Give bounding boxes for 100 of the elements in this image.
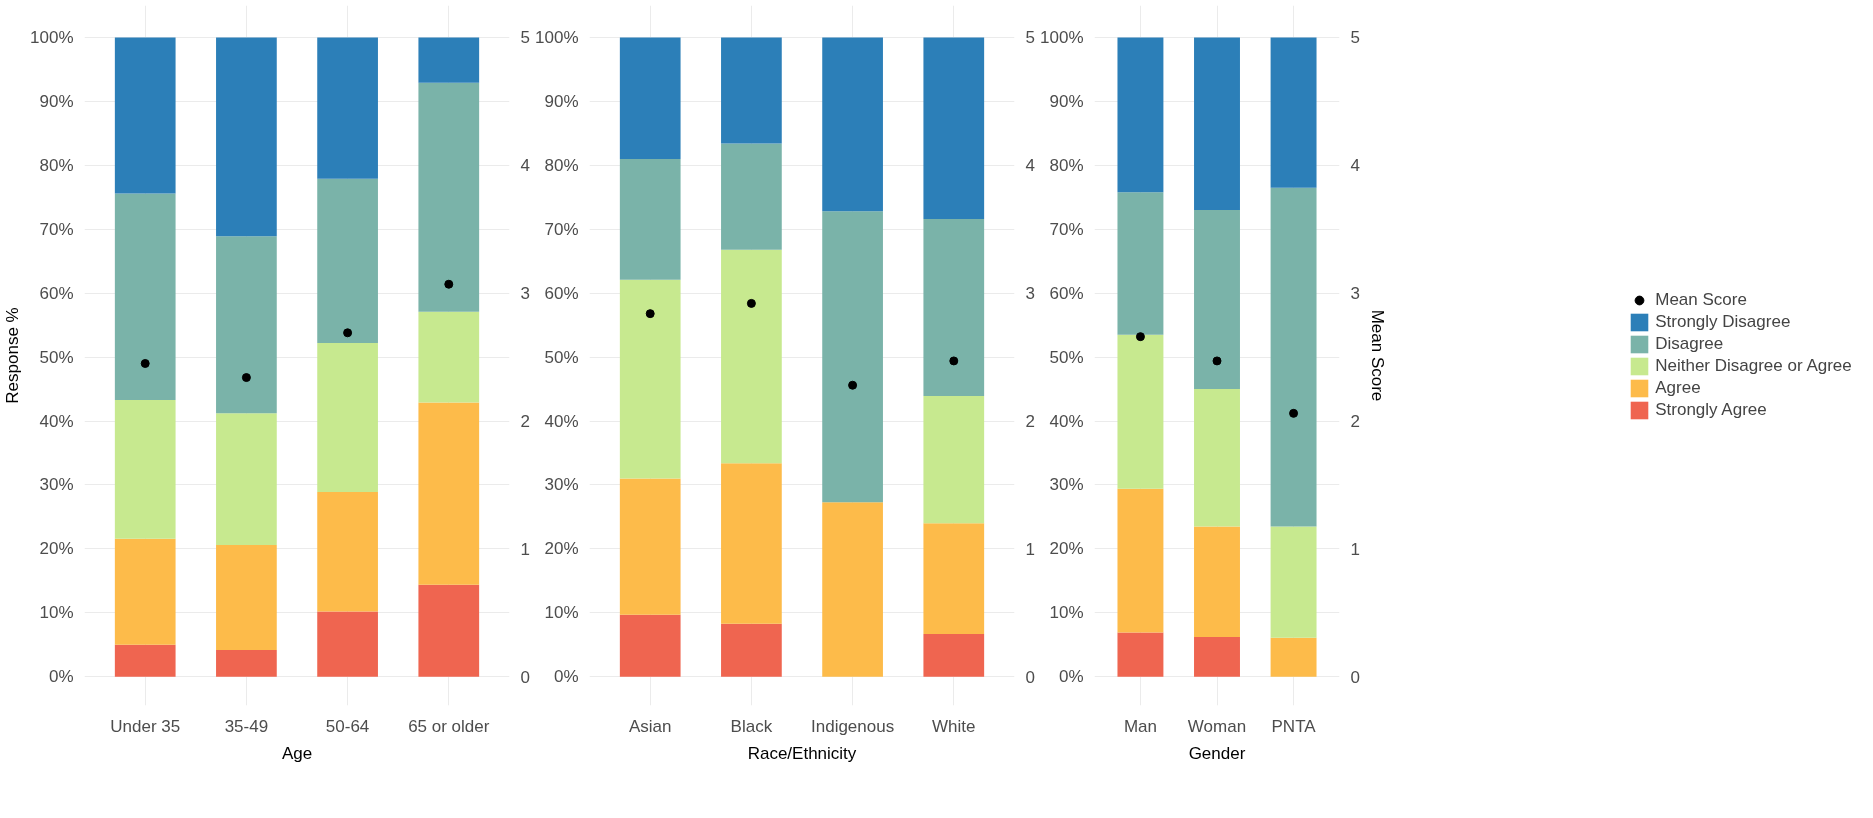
y-tick-label: 20% bbox=[39, 539, 74, 559]
y-tick-label: 50% bbox=[544, 347, 579, 367]
x-tick-label: PNTA bbox=[1271, 716, 1317, 736]
x-axis-title: Age bbox=[281, 743, 313, 763]
y2-tick-label: 4 bbox=[1025, 156, 1035, 176]
point bbox=[343, 328, 353, 338]
bar bbox=[1117, 488, 1164, 633]
y-tick-label: 30% bbox=[544, 475, 579, 495]
x-tick-label: White bbox=[932, 716, 976, 736]
bar bbox=[1194, 526, 1240, 638]
legend-label: Strongly Disagree bbox=[1655, 312, 1791, 332]
y-tick-label: 40% bbox=[544, 411, 579, 431]
y-tick-label: 100% bbox=[30, 27, 74, 47]
y-tick-label: 70% bbox=[544, 219, 579, 239]
legend-label: Mean Score bbox=[1655, 290, 1747, 310]
bar bbox=[317, 343, 378, 492]
bar bbox=[114, 399, 176, 539]
y-tick-label: 70% bbox=[39, 219, 74, 239]
bar bbox=[1194, 210, 1240, 390]
point bbox=[1212, 356, 1222, 366]
x-tick-label: 35-49 bbox=[224, 716, 269, 736]
y-tick-label: 70% bbox=[1049, 219, 1084, 239]
bar bbox=[216, 236, 277, 414]
y-tick-label: 100% bbox=[535, 27, 579, 47]
bar bbox=[216, 37, 277, 237]
legend-label: Strongly Agree bbox=[1655, 400, 1767, 420]
y-tick-label: 10% bbox=[39, 603, 74, 623]
y2-tick-label: 0 bbox=[520, 667, 530, 687]
y-tick-label: 60% bbox=[39, 283, 74, 303]
bar bbox=[1194, 637, 1240, 677]
y2-tick-label: 1 bbox=[520, 539, 530, 559]
point bbox=[1289, 408, 1299, 418]
y2-tick-label: 1 bbox=[1025, 539, 1035, 559]
y-tick-label: 10% bbox=[1049, 603, 1084, 623]
y2-tick-label: 0 bbox=[1350, 667, 1360, 687]
bar bbox=[1194, 389, 1240, 527]
x-tick-label: Black bbox=[730, 716, 773, 736]
point bbox=[848, 380, 858, 390]
x-axis-title: Gender bbox=[1188, 743, 1246, 763]
x-tick-label: Woman bbox=[1187, 716, 1247, 736]
y2-tick-label: 5 bbox=[520, 28, 530, 48]
x-axis-title: Race/Ethnicity bbox=[747, 743, 857, 763]
point bbox=[1135, 332, 1145, 342]
bar bbox=[1117, 632, 1164, 677]
y-tick-label: 40% bbox=[39, 411, 74, 431]
y2-axis-title: Mean Score bbox=[1367, 309, 1387, 402]
bar bbox=[1194, 37, 1240, 211]
bar bbox=[1270, 637, 1317, 677]
bar bbox=[216, 545, 277, 650]
legend-label: Neither Disagree or Agree bbox=[1655, 356, 1852, 376]
bar bbox=[721, 37, 782, 144]
bar bbox=[114, 193, 176, 400]
y2-tick-label: 3 bbox=[1350, 284, 1360, 304]
y-tick-label: 10% bbox=[544, 603, 579, 623]
point bbox=[949, 356, 959, 366]
y-tick-label: 80% bbox=[39, 155, 74, 175]
bar bbox=[923, 37, 985, 220]
x-tick-label: Man bbox=[1123, 716, 1157, 736]
bar bbox=[317, 37, 378, 179]
bar bbox=[317, 611, 378, 677]
bar bbox=[1270, 187, 1317, 527]
x-tick-label: Under 35 bbox=[110, 716, 181, 736]
y2-tick-label: 0 bbox=[1025, 667, 1035, 687]
y2-tick-label: 3 bbox=[1025, 284, 1035, 304]
bar bbox=[923, 396, 985, 524]
y-tick-label: 20% bbox=[1049, 539, 1084, 559]
bar bbox=[822, 211, 883, 503]
point bbox=[444, 279, 454, 289]
bar bbox=[418, 584, 480, 677]
y-tick-label: 100% bbox=[1040, 27, 1084, 47]
y-tick-label: 80% bbox=[1049, 155, 1084, 175]
y-tick-label: 0% bbox=[1058, 667, 1084, 687]
y-tick-label: 0% bbox=[553, 667, 579, 687]
y-tick-label: 90% bbox=[1049, 91, 1084, 111]
bar bbox=[1117, 192, 1164, 335]
bar bbox=[923, 219, 985, 397]
x-tick-label: Asian bbox=[628, 716, 672, 736]
y2-tick-label: 3 bbox=[520, 284, 530, 304]
bar bbox=[619, 158, 681, 280]
bar bbox=[418, 82, 480, 312]
bar bbox=[216, 413, 277, 546]
y2-tick-label: 4 bbox=[520, 156, 530, 176]
y-tick-label: 60% bbox=[1049, 283, 1084, 303]
bar bbox=[1270, 37, 1317, 188]
x-tick-label: Indigenous bbox=[811, 716, 895, 736]
bar bbox=[619, 614, 681, 677]
y2-tick-label: 2 bbox=[1350, 412, 1360, 432]
y-tick-label: 90% bbox=[544, 91, 579, 111]
y2-tick-label: 5 bbox=[1025, 28, 1035, 48]
y2-tick-label: 2 bbox=[520, 412, 530, 432]
point bbox=[746, 298, 756, 308]
bar bbox=[721, 249, 782, 464]
point bbox=[241, 373, 251, 383]
bar bbox=[114, 538, 176, 645]
y-tick-label: 90% bbox=[39, 91, 74, 111]
y-tick-label: 30% bbox=[39, 475, 74, 495]
y-axis-title: Response % bbox=[3, 307, 23, 404]
x-tick-label: 65 or older bbox=[408, 716, 490, 736]
bar bbox=[923, 523, 985, 634]
bar bbox=[822, 502, 883, 677]
